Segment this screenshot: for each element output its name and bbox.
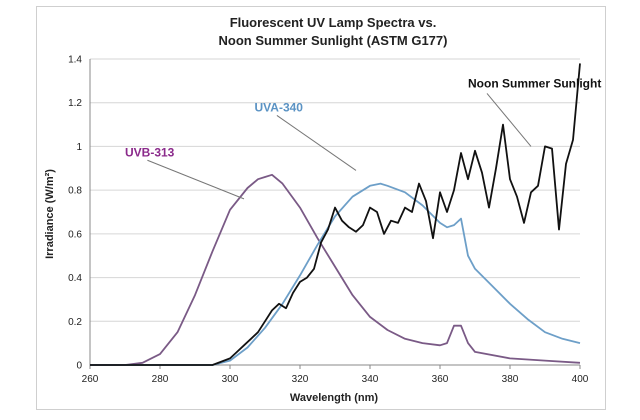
y-tick-label: 1 bbox=[76, 142, 82, 153]
x-tick-label: 260 bbox=[82, 374, 99, 385]
annotation-label-noon-summer-sunlight: Noon Summer Sunlight bbox=[468, 76, 601, 90]
y-tick-label: 1.4 bbox=[68, 55, 82, 66]
x-axis-label: Wavelength (nm) bbox=[290, 392, 379, 404]
y-tick-label: 0.6 bbox=[68, 229, 82, 240]
chart-title-line-1: Fluorescent UV Lamp Spectra vs. bbox=[230, 15, 437, 30]
annotation-label-uvb-313: UVB-313 bbox=[125, 145, 175, 159]
y-axis-label: Irradiance (W/m²) bbox=[44, 169, 56, 259]
x-tick-label: 400 bbox=[572, 374, 589, 385]
y-tick-label: 0.4 bbox=[68, 273, 82, 284]
annotation-leader-uva-340 bbox=[276, 115, 357, 171]
x-tick-label: 380 bbox=[502, 374, 519, 385]
x-tick-label: 280 bbox=[152, 374, 169, 385]
x-tick-label: 340 bbox=[362, 374, 379, 385]
grid-lines bbox=[90, 58, 580, 322]
axes: 0 0.2 0.4 0.6 0.8 1 1.2 1.4 260 280 300 320 340 360 38… bbox=[68, 55, 589, 386]
annotation-leader-uvb-313 bbox=[147, 159, 245, 200]
chart-frame bbox=[36, 6, 606, 410]
x-tick-label: 320 bbox=[292, 374, 309, 385]
annotation-label-uva-340: UVA-340 bbox=[255, 100, 304, 114]
series-line-noon-summer-sunlight bbox=[90, 63, 581, 366]
y-tick-label: 0.2 bbox=[68, 317, 82, 328]
x-tick-label: 360 bbox=[432, 374, 449, 385]
y-tick-label: 0 bbox=[76, 361, 82, 372]
series-lines bbox=[90, 63, 581, 366]
annotation-leader-noon-summer-sunlight bbox=[486, 93, 532, 147]
series-line-uvb-313 bbox=[90, 173, 581, 366]
y-tick-label: 1.2 bbox=[68, 98, 82, 109]
x-tick-label: 300 bbox=[222, 374, 239, 385]
y-tick-label: 0.8 bbox=[68, 186, 82, 197]
chart-title-line-2: Noon Summer Sunlight (ASTM G177) bbox=[219, 33, 448, 48]
series-line-uva-340 bbox=[90, 182, 581, 366]
annotations: UVB-313 UVA-340 Noon Summer Sunlight bbox=[125, 76, 601, 200]
